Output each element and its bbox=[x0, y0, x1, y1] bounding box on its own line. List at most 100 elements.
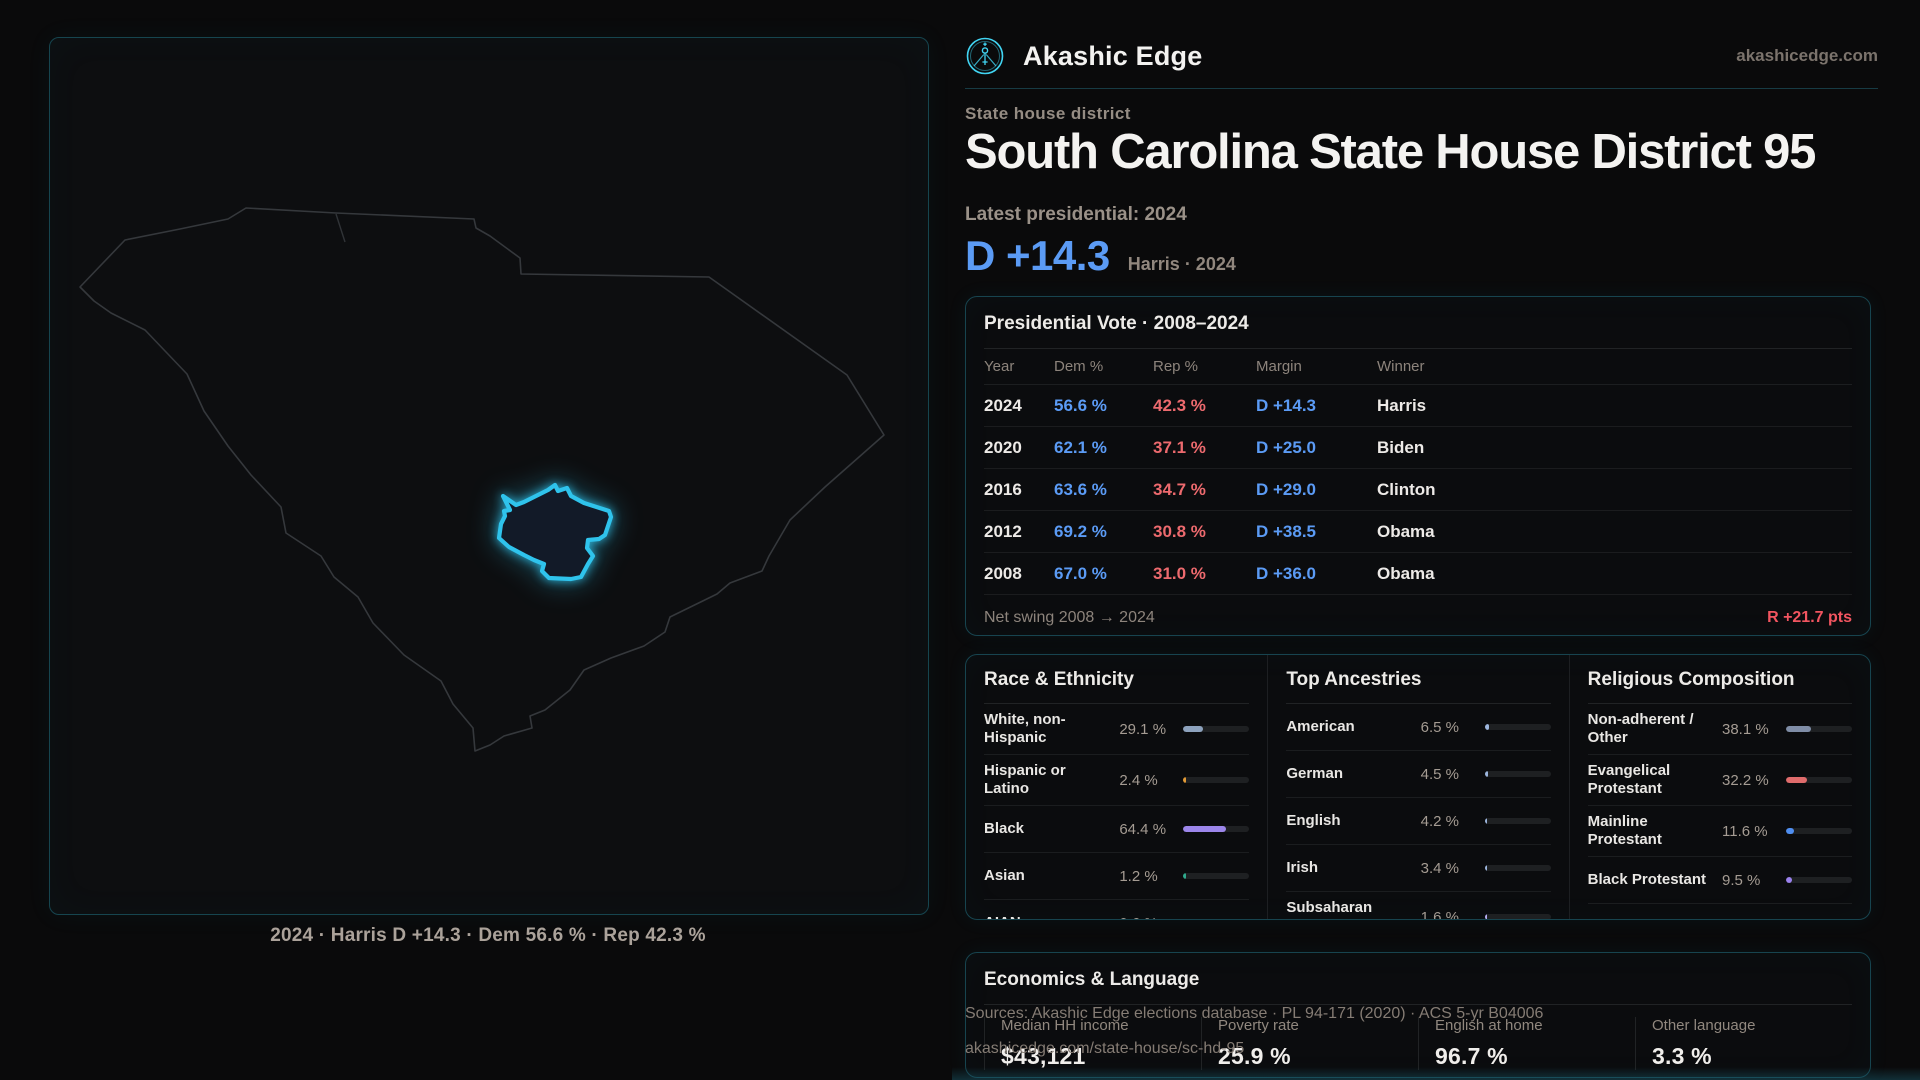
page-title: South Carolina State House District 95 bbox=[965, 125, 1816, 179]
district-type-kicker: State house district bbox=[965, 104, 1131, 123]
panel-title: Religious Composition bbox=[1587, 669, 1795, 690]
stat-value: 5.2 % bbox=[1722, 919, 1778, 920]
year-cell: 2024 bbox=[984, 395, 1022, 415]
econ-card-title: Economics & Language bbox=[984, 969, 1200, 990]
pres-table-header: Year Dem % Rep % Margin Winner bbox=[984, 349, 1852, 385]
margin-cell: D +29.0 bbox=[1256, 479, 1317, 499]
divider bbox=[1587, 703, 1852, 704]
stat-label: Other tradition bbox=[1588, 918, 1714, 919]
bar-track bbox=[1183, 826, 1250, 832]
col-rep: Rep % bbox=[1153, 358, 1199, 375]
stat-value: 3.3 % bbox=[1652, 1043, 1712, 1069]
table-row: 2012 69.2 % 30.8 % D +38.5 Obama bbox=[984, 511, 1852, 553]
list-item: American 6.5 % bbox=[1286, 704, 1551, 751]
demographics-card: Race & Ethnicity White, non-Hispanic 29.… bbox=[965, 654, 1871, 920]
stat-value: 4.5 % bbox=[1420, 765, 1460, 783]
margin-cell: D +36.0 bbox=[1256, 563, 1317, 583]
list-item: Black Protestant 9.5 % bbox=[1587, 857, 1852, 904]
col-dem: Dem % bbox=[1054, 358, 1104, 375]
latest-presidential-label: Latest presidential: 2024 bbox=[965, 204, 1187, 225]
stat-value: $43,121 bbox=[1001, 1043, 1086, 1069]
margin-context: Harris · 2024 bbox=[1127, 254, 1236, 274]
stat-value: 1.2 % bbox=[1119, 867, 1158, 885]
stat-label: Subsaharan African bbox=[1286, 899, 1373, 919]
list-item: English 4.2 % bbox=[1286, 798, 1551, 845]
stat-value: 38.1 % bbox=[1722, 720, 1769, 738]
winner-cell: Biden bbox=[1377, 437, 1425, 457]
stat-english-at-home: English at home 96.7 % bbox=[1418, 1017, 1635, 1070]
stat-value: 96.7 % bbox=[1435, 1043, 1508, 1069]
margin-cell: D +14.3 bbox=[1256, 395, 1317, 415]
stat-value: 3.4 % bbox=[1420, 859, 1460, 877]
stat-label: Evangelical Protestant bbox=[1587, 762, 1671, 797]
stat-label: Black Protestant bbox=[1587, 871, 1707, 888]
stat-value: 25.9 % bbox=[1218, 1043, 1291, 1069]
list-item: Evangelical Protestant 32.2 % bbox=[1587, 755, 1852, 806]
district-95-shape[interactable] bbox=[496, 482, 614, 582]
margin-value: D +14.3 bbox=[965, 232, 1110, 279]
margin-cell: D +38.5 bbox=[1256, 521, 1317, 541]
stat-label: Poverty rate bbox=[1218, 1017, 1299, 1034]
akashic-edge-logo-icon bbox=[966, 37, 1004, 75]
stat-label: Mainline Protestant bbox=[1587, 813, 1662, 848]
dem-cell: 62.1 % bbox=[1054, 437, 1107, 457]
stat-label: American bbox=[1286, 718, 1355, 735]
map-caption: 2024 · Harris D +14.3 · Dem 56.6 % · Rep… bbox=[270, 925, 706, 946]
year-cell: 2012 bbox=[984, 521, 1022, 541]
bar-track bbox=[1484, 724, 1551, 730]
south-carolina-map bbox=[79, 207, 885, 752]
col-year: Year bbox=[984, 358, 1015, 375]
stat-value: 9.5 % bbox=[1722, 871, 1761, 889]
stat-label: Non-adherent / Other bbox=[1587, 711, 1694, 746]
stat-label: Irish bbox=[1286, 859, 1319, 876]
year-cell: 2016 bbox=[984, 479, 1022, 499]
margin-cell: D +25.0 bbox=[1256, 437, 1317, 457]
divider bbox=[984, 1004, 1852, 1005]
race-ethnicity-panel: Race & Ethnicity White, non-Hispanic 29.… bbox=[966, 655, 1267, 919]
panel-title: Top Ancestries bbox=[1286, 669, 1422, 690]
table-row: 2024 56.6 % 42.3 % D +14.3 Harris bbox=[984, 385, 1852, 427]
list-item: Mainline Protestant 11.6 % bbox=[1587, 806, 1852, 857]
list-item: Other tradition 5.2 % bbox=[1588, 904, 1852, 920]
list-item: Subsaharan African 1.6 % bbox=[1286, 892, 1551, 919]
rep-cell: 42.3 % bbox=[1153, 395, 1206, 415]
list-item: White, non-Hispanic 29.1 % bbox=[984, 704, 1250, 755]
bar-track bbox=[1484, 914, 1551, 919]
stat-label: Black bbox=[984, 820, 1025, 837]
bar-track bbox=[1183, 726, 1250, 732]
district-map-panel bbox=[49, 37, 929, 915]
list-item: Black 64.4 % bbox=[984, 806, 1250, 853]
col-margin: Margin bbox=[1256, 358, 1302, 375]
divider bbox=[1286, 703, 1551, 704]
report-column: Akashic Edge akashicedge.com State house… bbox=[965, 0, 1878, 1080]
religious-composition-panel: Religious Composition Non-adherent / Oth… bbox=[1568, 655, 1870, 920]
list-item: AIAN 0.6 % bbox=[984, 900, 1249, 919]
stat-value: 64.4 % bbox=[1119, 820, 1167, 838]
brand-name: Akashic Edge bbox=[1023, 40, 1203, 71]
bar-track bbox=[1183, 777, 1250, 783]
bar-track bbox=[1484, 865, 1551, 871]
pres-card-title: Presidential Vote · 2008–2024 bbox=[984, 313, 1249, 334]
stat-label: English at home bbox=[1435, 1017, 1543, 1034]
bar-track bbox=[1786, 828, 1852, 834]
stat-label: English bbox=[1286, 812, 1341, 829]
dem-cell: 69.2 % bbox=[1054, 521, 1107, 541]
rep-cell: 34.7 % bbox=[1153, 479, 1206, 499]
year-cell: 2020 bbox=[984, 437, 1022, 457]
headline-margin: D +14.3 Harris · 2024 bbox=[965, 232, 1236, 280]
list-item: German 4.5 % bbox=[1286, 751, 1551, 798]
stat-value: 32.2 % bbox=[1722, 771, 1769, 789]
dem-cell: 67.0 % bbox=[1054, 563, 1107, 583]
dem-cell: 63.6 % bbox=[1054, 479, 1107, 499]
stat-label: White, non-Hispanic bbox=[984, 711, 1066, 746]
bar-track bbox=[1183, 873, 1250, 879]
col-winner: Winner bbox=[1377, 358, 1425, 375]
bar-track bbox=[1484, 818, 1551, 824]
panel-title: Race & Ethnicity bbox=[984, 669, 1134, 690]
year-cell: 2008 bbox=[984, 563, 1022, 583]
net-swing-value: R +21.7 pts bbox=[1767, 609, 1852, 626]
state-border-notch bbox=[335, 213, 346, 243]
list-item: Hispanic or Latino 2.4 % bbox=[984, 755, 1250, 806]
winner-cell: Obama bbox=[1377, 563, 1435, 583]
